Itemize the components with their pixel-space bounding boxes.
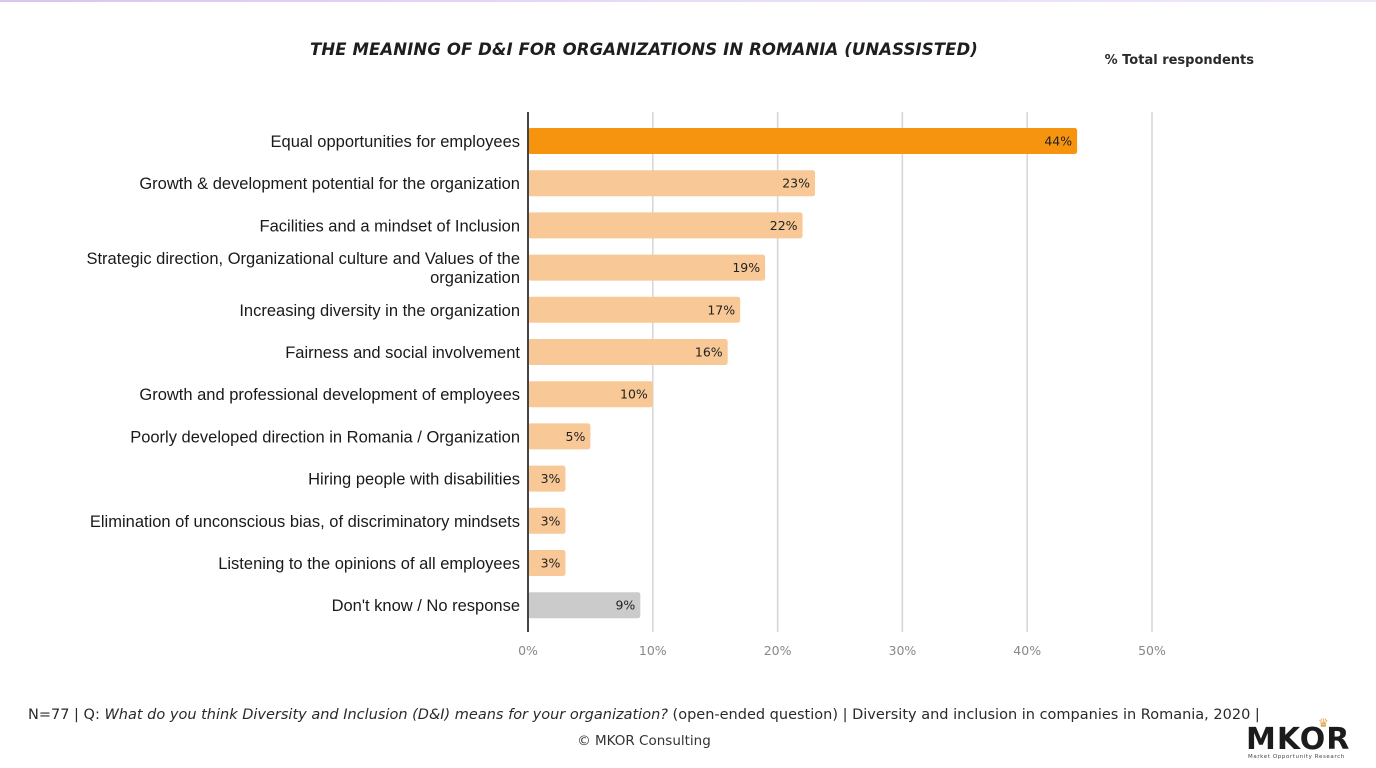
footer-question: What do you think Diversity and Inclusio… <box>104 707 668 723</box>
category-label-8: Hiring people with disabilities <box>308 471 520 489</box>
x-tick-label-50: 50% <box>1138 643 1166 658</box>
x-tick-label-0: 0% <box>518 643 538 658</box>
bar-8 <box>528 465 566 492</box>
value-labels: 44% 23% 22% 19% 17% 16% 10% 5% 3% 3% 3% 9% <box>541 134 1073 613</box>
value-label-5: 16% <box>695 345 723 360</box>
unit-note: % Total respondents <box>1104 53 1254 68</box>
x-tick-label-10: 10% <box>639 643 667 658</box>
footer-prefix: N=77 | Q: <box>28 707 105 723</box>
bar-7 <box>528 423 591 450</box>
category-label-5: Fairness and social involvement <box>285 344 520 362</box>
bar-chart: Equal opportunities for employees Growth … <box>86 112 1166 658</box>
category-label-9: Elimination of unconscious bias, of disc… <box>90 513 520 531</box>
value-label-2: 22% <box>770 218 798 233</box>
category-label-4: Increasing diversity in the organization <box>239 302 520 320</box>
value-label-10: 3% <box>541 556 561 571</box>
bar-10 <box>528 550 566 576</box>
top-rule <box>0 0 1376 2</box>
mkor-logo: ♛ MKOR Market Opportunity Research <box>1246 716 1364 764</box>
bar-2 <box>528 212 803 239</box>
bar-0 <box>528 128 1078 154</box>
bars <box>528 128 1078 619</box>
category-label-0: Equal opportunities for employees <box>271 133 520 151</box>
copyright: © MKOR Consulting <box>577 733 711 749</box>
crown-icon: ♛ <box>1318 716 1329 730</box>
bar-9 <box>528 507 566 534</box>
x-tick-label-40: 40% <box>1013 643 1041 658</box>
logo-wordmark: MKOR <box>1246 722 1351 757</box>
category-label-3-line-1: organization <box>430 269 520 287</box>
bar-3 <box>528 254 766 281</box>
x-tick-label-20: 20% <box>764 643 792 658</box>
bar-11 <box>528 592 641 619</box>
value-label-9: 3% <box>541 513 561 528</box>
value-label-6: 10% <box>620 387 648 402</box>
value-label-4: 17% <box>707 302 735 317</box>
value-label-1: 23% <box>782 176 810 191</box>
value-label-8: 3% <box>541 471 561 486</box>
x-tick-label-30: 30% <box>889 643 917 658</box>
bar-6 <box>528 381 653 408</box>
bar-1 <box>528 170 816 197</box>
logo-tagline: Market Opportunity Research <box>1248 754 1345 760</box>
value-label-11: 9% <box>615 598 635 613</box>
footer-note: N=77 | Q: What do you think Diversity an… <box>28 707 1358 723</box>
value-label-3: 19% <box>732 260 760 275</box>
grid-lines <box>652 112 1153 632</box>
chart-title: THE MEANING OF D&I FOR ORGANIZATIONS IN … <box>310 40 978 59</box>
category-label-1: Growth & development potential for the o… <box>139 175 520 193</box>
category-label-6: Growth and professional development of e… <box>139 386 520 404</box>
value-label-7: 5% <box>566 429 586 444</box>
category-label-3-line-0: Strategic direction, Organizational cult… <box>86 250 520 268</box>
x-tick-labels: 0% 10% 20% 30% 40% 50% <box>518 643 1166 658</box>
category-label-11: Don't know / No response <box>332 597 520 615</box>
category-labels: Equal opportunities for employees Growth … <box>86 133 520 615</box>
bar-5 <box>528 339 728 365</box>
footer-suffix: (open-ended question) | Diversity and in… <box>667 707 1260 723</box>
value-label-0: 44% <box>1044 134 1072 149</box>
category-label-10: Listening to the opinions of all employe… <box>218 555 520 573</box>
bar-4 <box>528 296 741 323</box>
category-label-7: Poorly developed direction in Romania / … <box>130 428 520 446</box>
category-label-2: Facilities and a mindset of Inclusion <box>260 217 520 235</box>
